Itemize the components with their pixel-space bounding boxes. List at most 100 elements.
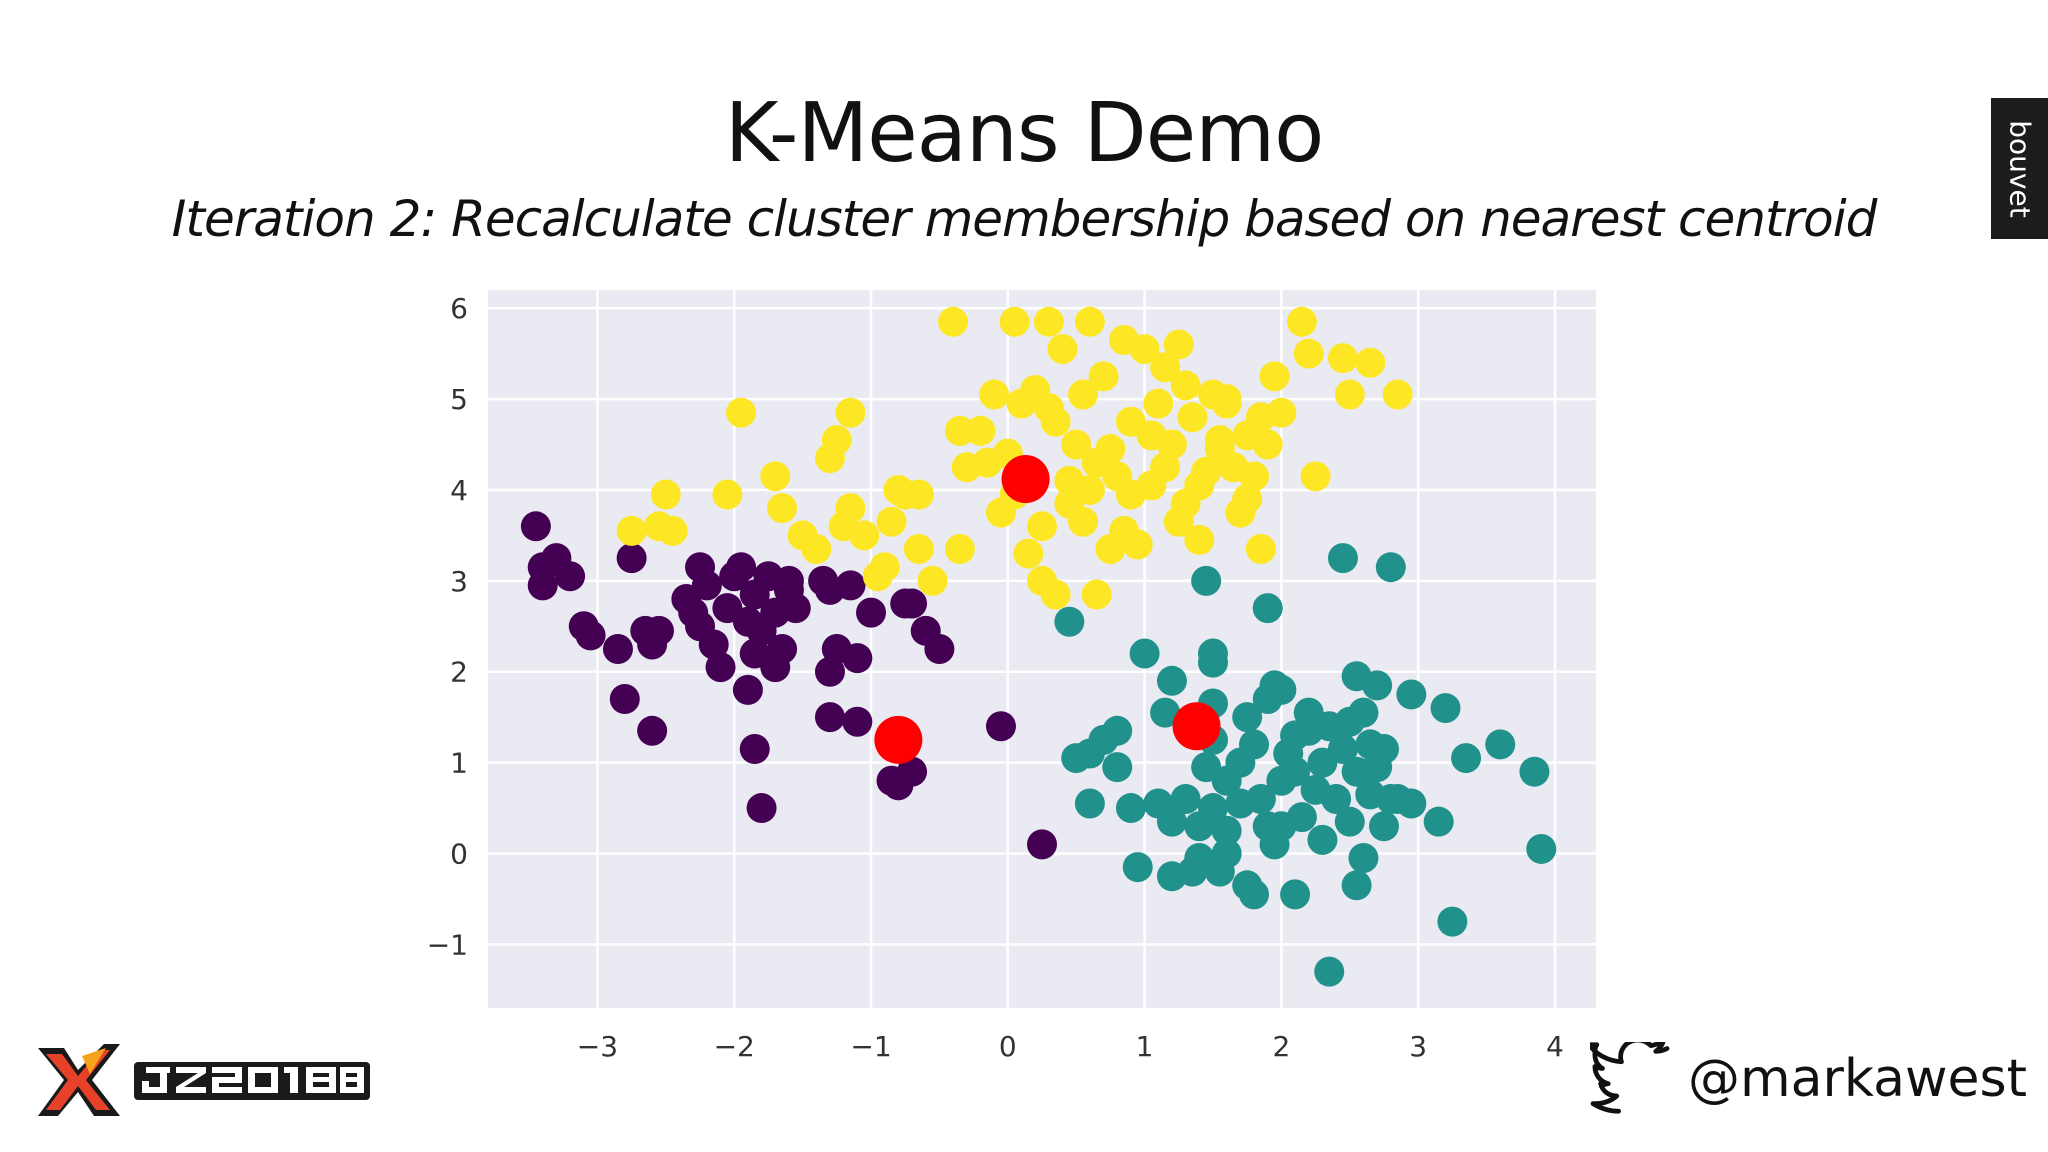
data-point bbox=[1327, 343, 1358, 374]
data-point bbox=[1156, 806, 1187, 837]
data-point bbox=[876, 506, 907, 537]
data-point bbox=[1252, 593, 1283, 624]
data-point bbox=[835, 570, 866, 601]
data-point bbox=[828, 511, 859, 542]
data-point bbox=[1430, 693, 1461, 724]
data-point bbox=[1355, 347, 1386, 378]
data-point bbox=[1129, 334, 1160, 365]
data-point bbox=[985, 711, 1016, 742]
data-point bbox=[1061, 429, 1092, 460]
data-point bbox=[924, 634, 955, 664]
y-tick-label: 5 bbox=[450, 383, 468, 416]
data-point bbox=[1485, 729, 1516, 760]
data-point bbox=[1150, 352, 1181, 383]
data-point bbox=[1027, 829, 1057, 860]
data-point bbox=[842, 643, 873, 674]
data-point bbox=[1088, 361, 1119, 392]
data-point bbox=[1355, 779, 1386, 810]
data-point bbox=[1280, 879, 1311, 910]
data-point bbox=[1368, 811, 1399, 842]
data-point bbox=[1109, 515, 1140, 546]
y-tick-label: 2 bbox=[450, 656, 468, 689]
data-point bbox=[637, 715, 668, 746]
data-point bbox=[1150, 452, 1181, 483]
y-tick-label: 6 bbox=[450, 292, 468, 325]
y-tick-label: 0 bbox=[450, 837, 468, 870]
data-point bbox=[705, 652, 736, 683]
x-tick-label: 4 bbox=[1546, 1030, 1564, 1063]
data-point bbox=[1177, 402, 1208, 433]
data-point bbox=[835, 397, 866, 428]
data-point bbox=[1348, 697, 1379, 728]
data-point bbox=[732, 674, 763, 705]
cluster-series-1 bbox=[1054, 543, 1557, 987]
data-point bbox=[739, 733, 770, 764]
data-point bbox=[780, 593, 811, 624]
data-point bbox=[1245, 402, 1276, 433]
twitter-handle: @markawest bbox=[1590, 1042, 2027, 1116]
data-point bbox=[1068, 506, 1099, 537]
data-point bbox=[999, 306, 1030, 337]
data-point bbox=[1143, 388, 1174, 419]
scatter-chart: −3 −2 −1 0 1 2 3 4 −1 0 1 2 3 4 5 6 bbox=[420, 280, 1620, 1085]
data-point bbox=[897, 588, 928, 619]
data-point bbox=[1437, 906, 1468, 937]
data-point bbox=[1033, 393, 1064, 424]
data-point bbox=[726, 397, 757, 428]
data-point bbox=[1245, 534, 1276, 565]
data-point bbox=[1170, 488, 1201, 519]
data-point bbox=[842, 706, 873, 737]
x-tick-label: 3 bbox=[1409, 1030, 1427, 1063]
data-point bbox=[1232, 484, 1263, 515]
data-point bbox=[1204, 434, 1235, 465]
data-point bbox=[1027, 565, 1057, 596]
data-point bbox=[944, 534, 975, 565]
data-point bbox=[1129, 638, 1160, 669]
slide-subtitle: Iteration 2: Recalculate cluster members… bbox=[171, 190, 1878, 248]
data-point bbox=[609, 683, 640, 714]
data-point bbox=[616, 515, 647, 546]
x-axis-ticks: −3 −2 −1 0 1 2 3 4 bbox=[577, 1030, 1564, 1063]
data-point bbox=[1156, 861, 1187, 892]
data-point bbox=[1163, 329, 1194, 360]
x-tick-label: −2 bbox=[714, 1030, 755, 1063]
conference-logo bbox=[34, 1040, 374, 1120]
data-point bbox=[1122, 852, 1153, 883]
data-point bbox=[1239, 461, 1270, 492]
data-point bbox=[1382, 379, 1413, 410]
data-point bbox=[575, 620, 606, 651]
data-point bbox=[773, 565, 804, 596]
data-point bbox=[657, 515, 688, 546]
data-point bbox=[555, 561, 586, 592]
data-point bbox=[917, 565, 948, 596]
data-point bbox=[1156, 665, 1187, 696]
data-point bbox=[1293, 697, 1324, 728]
data-point bbox=[650, 479, 681, 510]
data-point bbox=[726, 552, 757, 583]
data-point bbox=[767, 493, 798, 524]
centroid-point bbox=[1001, 455, 1050, 504]
conference-logo-mark bbox=[38, 1044, 120, 1116]
data-point bbox=[814, 702, 845, 733]
data-point bbox=[712, 479, 743, 510]
twitter-bird-icon bbox=[1590, 1042, 1670, 1114]
data-point bbox=[760, 461, 791, 492]
data-point bbox=[1074, 788, 1105, 819]
x-tick-label: 0 bbox=[999, 1030, 1017, 1063]
data-point bbox=[1074, 474, 1105, 505]
data-point bbox=[869, 552, 900, 583]
data-point bbox=[1314, 956, 1345, 987]
data-point bbox=[1280, 756, 1311, 787]
data-point bbox=[1232, 870, 1263, 901]
slide-title: K-Means Demo bbox=[724, 86, 1325, 181]
data-point bbox=[1423, 806, 1454, 837]
y-axis-ticks: −1 0 1 2 3 4 5 6 bbox=[427, 292, 468, 961]
cluster-series-2 bbox=[616, 306, 1413, 610]
data-point bbox=[1334, 379, 1365, 410]
data-point bbox=[1300, 461, 1331, 492]
data-point bbox=[1033, 306, 1064, 337]
data-point bbox=[938, 306, 969, 337]
data-point bbox=[979, 379, 1010, 410]
data-points bbox=[520, 306, 1557, 987]
data-point bbox=[1211, 815, 1242, 846]
